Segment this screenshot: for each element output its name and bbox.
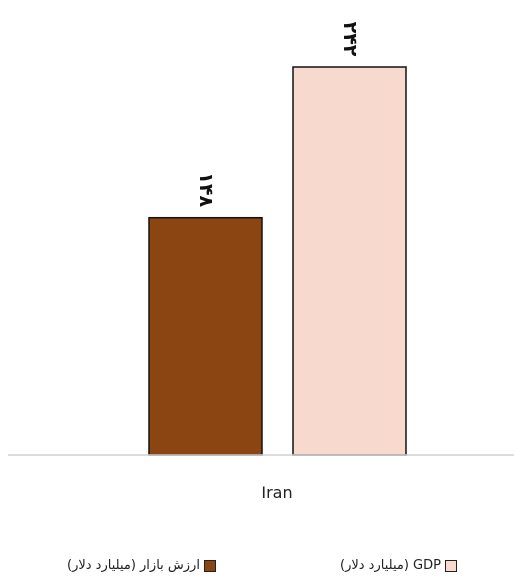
category-label-iran: Iran xyxy=(261,483,292,502)
legend-item-market-value: ارزش بازار (میلیارد دلار) xyxy=(67,558,216,573)
legend-swatch-market-value xyxy=(203,559,216,572)
legend-label-gdp: GDP (میلیارد دلار) xyxy=(340,558,441,573)
value-label-gdp: ۲۴۲ xyxy=(339,22,361,57)
bars-group xyxy=(148,66,407,456)
value-labels-group: ۱۴۸ ۲۴۲ xyxy=(195,22,361,208)
legend-swatch-gdp xyxy=(444,559,457,572)
bar-market-value xyxy=(148,216,263,456)
bar-gdp xyxy=(292,66,407,456)
value-label-market-value: ۱۴۸ xyxy=(195,172,217,207)
legend-item-gdp: GDP (میلیارد دلار) xyxy=(340,558,457,573)
legend-label-market-value: ارزش بازار (میلیارد دلار) xyxy=(67,558,200,573)
legend: GDP (میلیارد دلار) ارزش بازار (میلیارد د… xyxy=(0,558,514,580)
